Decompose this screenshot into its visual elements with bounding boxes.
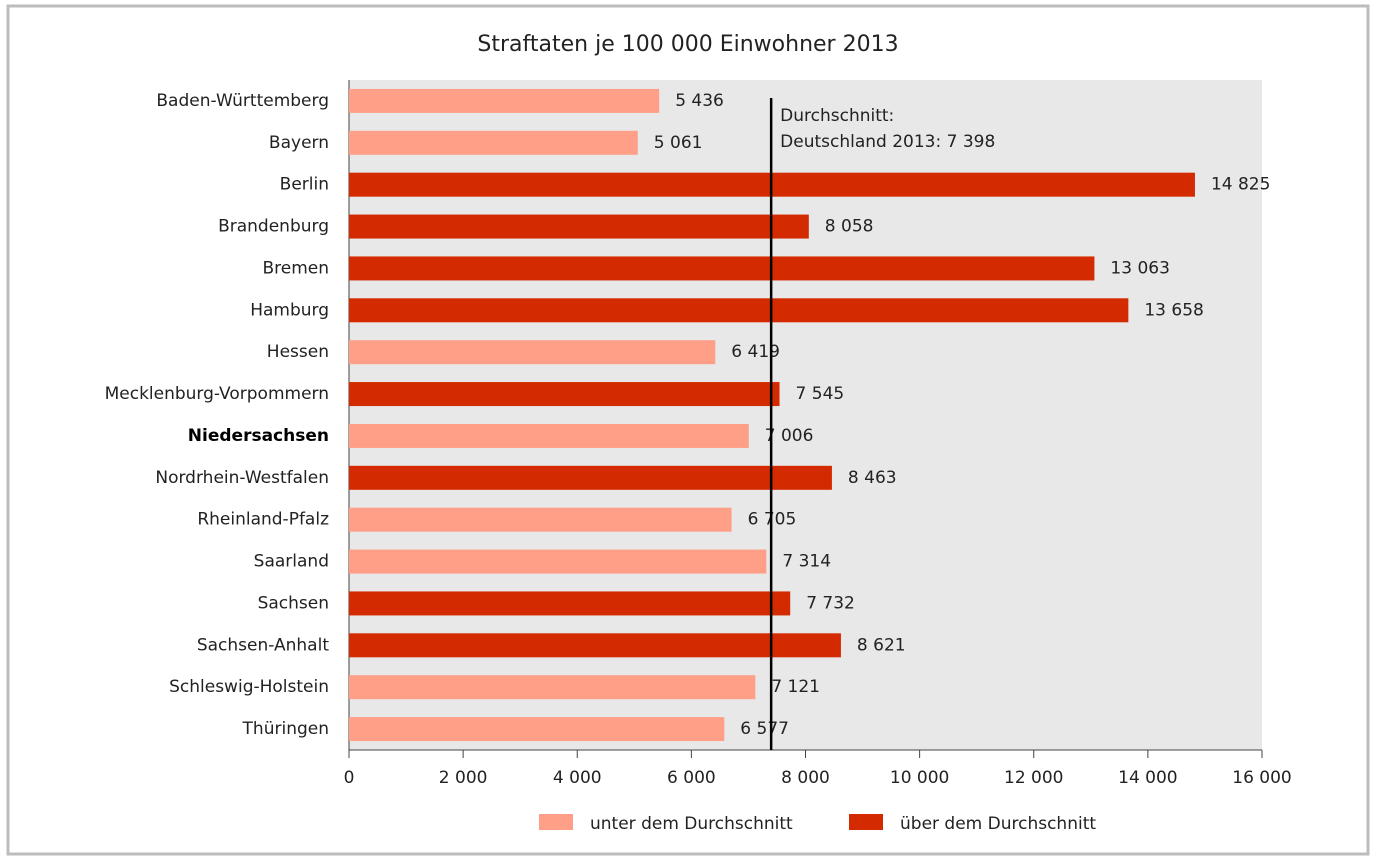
legend-label: über dem Durchschnitt (900, 814, 1096, 834)
bar (349, 633, 841, 658)
x-tick-label: 10 000 (890, 768, 949, 788)
y-tick-label: Brandenburg (218, 217, 329, 237)
bar (349, 130, 638, 155)
y-tick-label: Nordrhein-Westfalen (155, 468, 329, 488)
y-tick-label: Schleswig-Holstein (169, 677, 329, 697)
value-label: 13 658 (1144, 300, 1203, 320)
x-tick-label: 12 000 (1004, 768, 1063, 788)
bar (349, 214, 809, 239)
legend-label: unter dem Durchschnitt (590, 814, 793, 834)
bar (349, 717, 725, 742)
value-label: 5 061 (654, 133, 703, 153)
y-tick-label: Mecklenburg-Vorpommern (105, 384, 329, 404)
y-tick-label: Sachsen (258, 593, 329, 613)
bar (349, 256, 1095, 281)
value-label: 7 314 (782, 552, 831, 572)
y-tick-label: Bayern (269, 133, 329, 153)
value-label: 8 463 (848, 468, 897, 488)
bar (349, 549, 767, 574)
x-tick-label: 0 (344, 768, 355, 788)
bar (349, 88, 660, 113)
value-label: 7 006 (765, 426, 814, 446)
y-tick-label: Baden-Württemberg (156, 91, 329, 111)
bar (349, 298, 1129, 323)
x-tick-label: 4 000 (553, 768, 602, 788)
x-tick-label: 16 000 (1232, 768, 1291, 788)
y-tick-label: Sachsen-Anhalt (197, 635, 329, 655)
value-label: 7 545 (796, 384, 845, 404)
legend-swatch (849, 814, 883, 830)
value-label: 7 732 (806, 593, 855, 613)
y-tick-label: Saarland (254, 552, 329, 572)
bar (349, 340, 716, 365)
y-tick-label: Hessen (267, 342, 329, 362)
value-label: 6 577 (740, 719, 789, 739)
y-tick-label: Niedersachsen (188, 426, 329, 446)
x-tick-label: 8 000 (781, 768, 830, 788)
legend-swatch (539, 814, 573, 830)
bar (349, 423, 749, 448)
y-tick-label: Rheinland-Pfalz (197, 510, 329, 530)
bar (349, 465, 832, 490)
bar (349, 382, 780, 407)
value-label: 13 063 (1110, 258, 1169, 278)
value-label: 7 121 (771, 677, 820, 697)
bar (349, 591, 791, 616)
y-tick-label: Berlin (280, 175, 329, 195)
bar (349, 675, 756, 700)
x-tick-label: 6 000 (667, 768, 716, 788)
reference-label: Durchschnitt: (780, 106, 894, 126)
reference-label: Deutschland 2013: 7 398 (780, 132, 995, 152)
value-label: 6 419 (731, 342, 780, 362)
value-label: 8 058 (825, 217, 874, 237)
y-tick-label: Bremen (262, 258, 329, 278)
y-tick-label: Hamburg (250, 300, 329, 320)
chart-title: Straftaten je 100 000 Einwohner 2013 (477, 32, 898, 57)
frame (6, 4, 1370, 856)
x-tick-label: 14 000 (1118, 768, 1177, 788)
y-tick-label: Thüringen (242, 719, 329, 739)
value-label: 5 436 (675, 91, 724, 111)
x-tick-label: 2 000 (439, 768, 488, 788)
value-label: 8 621 (857, 635, 906, 655)
value-label: 14 825 (1211, 175, 1270, 195)
bar (349, 507, 732, 532)
